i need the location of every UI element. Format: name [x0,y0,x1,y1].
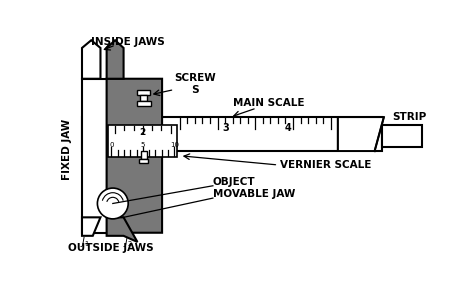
Text: 2: 2 [140,128,146,137]
Text: OUTSIDE JAWS: OUTSIDE JAWS [68,243,153,253]
Text: FIXED JAW: FIXED JAW [62,119,72,180]
Polygon shape [82,79,107,233]
Text: 5: 5 [141,142,145,148]
Polygon shape [107,40,124,79]
Polygon shape [383,125,422,147]
Text: SCREW
     S: SCREW S [174,73,216,95]
Text: MOVABLE JAW: MOVABLE JAW [213,189,295,199]
Text: $J_1$: $J_1$ [80,235,90,249]
Polygon shape [140,95,147,101]
Text: $J_2$: $J_2$ [123,235,133,249]
Text: MAIN SCALE: MAIN SCALE [233,98,304,108]
Text: 4: 4 [284,123,291,133]
Circle shape [97,188,128,219]
Text: cm
10: cm 10 [339,121,352,141]
Polygon shape [140,151,146,159]
Text: 0: 0 [109,142,113,148]
Polygon shape [137,89,150,95]
Polygon shape [82,217,100,236]
Polygon shape [108,125,177,157]
Polygon shape [337,117,384,151]
Text: VERNIER SCALE: VERNIER SCALE [280,160,371,170]
Polygon shape [107,79,162,233]
Text: INSIDE JAWS: INSIDE JAWS [91,37,165,47]
Polygon shape [139,159,148,163]
Text: OBJECT: OBJECT [213,177,255,187]
Text: 10: 10 [170,142,179,148]
Polygon shape [82,117,383,151]
Polygon shape [82,40,100,79]
Text: STRIP: STRIP [392,112,427,122]
Text: 3: 3 [223,123,229,133]
Polygon shape [107,217,137,242]
Polygon shape [137,101,151,106]
